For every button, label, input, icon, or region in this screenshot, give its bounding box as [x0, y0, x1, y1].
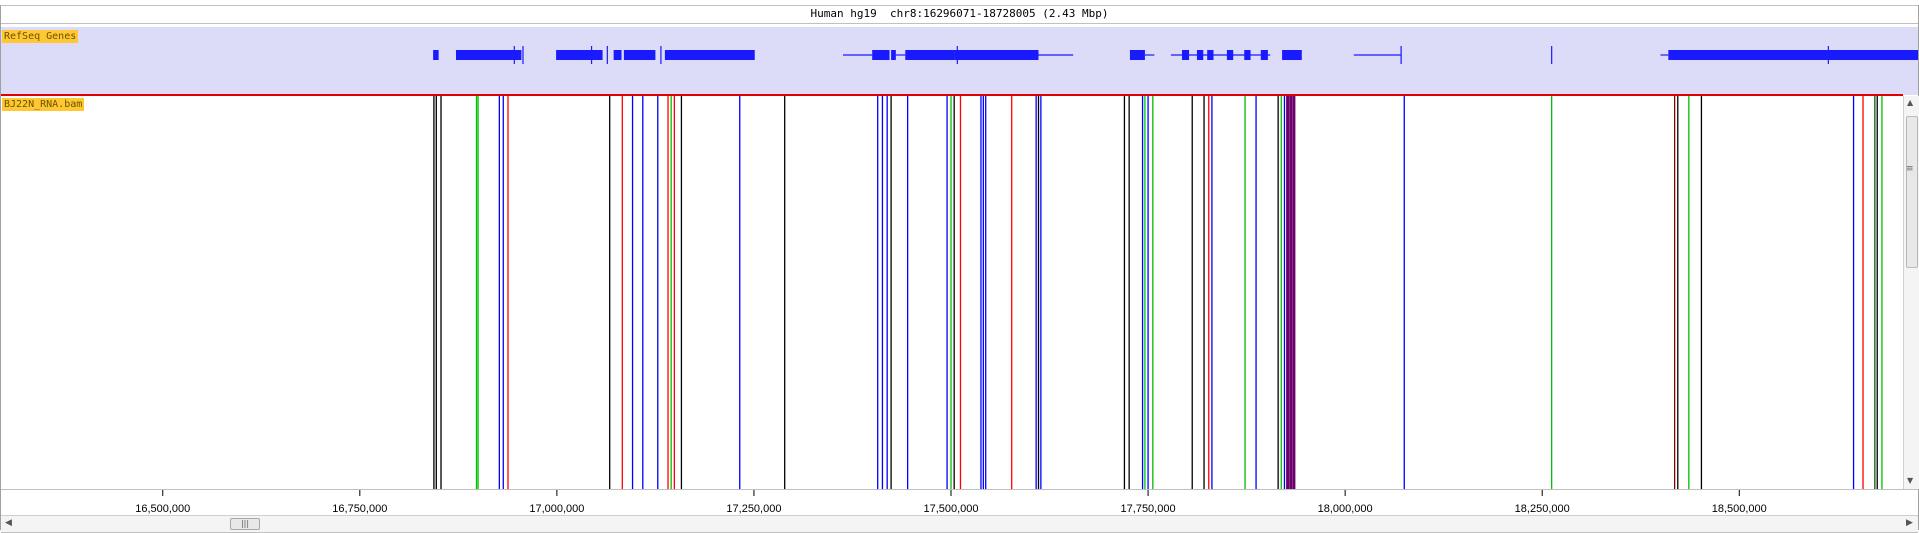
locus-title: Human hg19 chr8:16296071-18728005 (2.43 … [1, 5, 1918, 24]
ruler-tick-label: 17,500,000 [923, 503, 978, 515]
ruler-tick-label: 17,250,000 [726, 503, 781, 515]
ruler-tick-label: 17,000,000 [529, 503, 584, 515]
gene-exon[interactable] [433, 50, 439, 60]
gene-exon[interactable] [1668, 50, 1918, 60]
ruler-tick-label: 17,750,000 [1121, 503, 1176, 515]
refseq-genes-track[interactable]: RefSeq Genes [1, 27, 1918, 95]
bam-track[interactable]: BJ22N_RNA.bam [1, 96, 1903, 489]
gene-exon[interactable] [1227, 50, 1233, 60]
ruler-tick-label: 18,250,000 [1515, 503, 1570, 515]
vertical-scrollbar[interactable]: ▲ ≡ ▼ [1903, 96, 1919, 489]
gene-exon[interactable] [955, 50, 1039, 60]
gene-exon[interactable] [556, 50, 603, 60]
gene-exon[interactable] [1197, 50, 1203, 60]
gene-track-canvas [1, 27, 1918, 95]
scroll-right-icon[interactable]: ▶ [1906, 518, 1913, 528]
scroll-down-icon[interactable]: ▼ [1907, 476, 1913, 485]
gene-exon[interactable] [1282, 50, 1302, 60]
gene-track-label[interactable]: RefSeq Genes [2, 30, 78, 43]
bam-track-label[interactable]: BJ22N_RNA.bam [2, 98, 84, 111]
gene-exon[interactable] [665, 50, 755, 60]
gene-exon[interactable] [456, 50, 521, 60]
gene-exon[interactable] [1244, 50, 1250, 60]
horizontal-scroll-thumb[interactable]: ||| [230, 518, 260, 530]
gene-exon[interactable] [624, 50, 656, 60]
ruler-tick-label: 16,500,000 [135, 503, 190, 515]
scroll-up-icon[interactable]: ▲ [1907, 98, 1913, 107]
ruler-tick-label: 16,750,000 [332, 503, 387, 515]
ruler-tick-label: 18,000,000 [1318, 503, 1373, 515]
scroll-left-icon[interactable]: ◀ [5, 518, 12, 528]
vertical-scroll-thumb[interactable] [1906, 116, 1918, 268]
horizontal-scrollbar[interactable]: ◀ ||| ▶ [1, 515, 1918, 533]
genome-browser-window: Human hg19 chr8:16296071-18728005 (2.43 … [0, 5, 1919, 530]
gene-exon[interactable] [872, 50, 889, 60]
gene-exon[interactable] [1182, 50, 1189, 60]
gene-exon[interactable] [1207, 50, 1213, 60]
gene-exon[interactable] [1130, 50, 1145, 60]
gene-exon[interactable] [905, 50, 955, 60]
ruler-canvas: 16,500,000 16,750,000 17,000,000 17,250,000… [1, 490, 1918, 516]
grip-icon: ≡ [1906, 164, 1914, 174]
gene-exon[interactable] [614, 50, 622, 60]
bam-track-canvas [1, 96, 1903, 489]
gene-exon[interactable] [1261, 50, 1268, 60]
gene-exon[interactable] [891, 50, 896, 60]
ruler-tick-label: 18,500,000 [1712, 503, 1767, 515]
